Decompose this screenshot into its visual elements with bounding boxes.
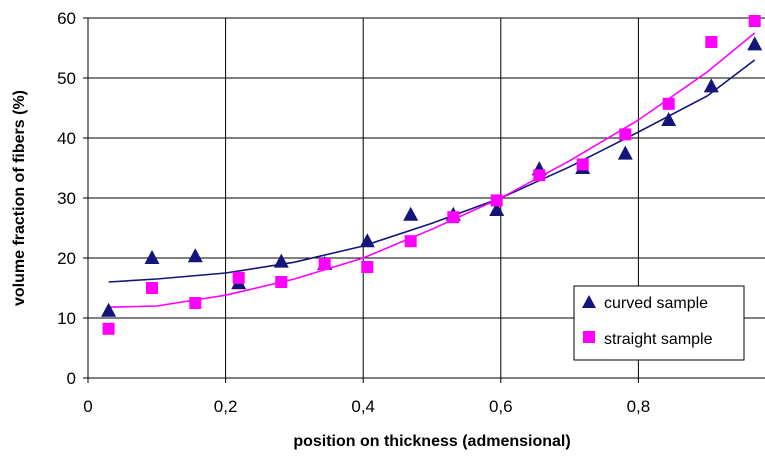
data-point-straight: [318, 258, 331, 270]
x-axis-title: position on thickness (admensional): [293, 433, 570, 450]
data-point-curved: [661, 112, 677, 126]
data-point-curved: [359, 233, 375, 248]
data-point-straight: [361, 261, 374, 273]
data-point-straight: [447, 211, 460, 224]
legend-label-straight: straight sample: [604, 331, 713, 348]
tick-labels: 0 10 20 30 40 50 60 0 0,2 0,4 0,6 0,8: [57, 9, 650, 416]
legend: curved sample straight sample: [573, 285, 745, 361]
data-point-curved: [403, 206, 419, 221]
grid: [83, 17, 765, 383]
data-point-curved: [747, 36, 763, 51]
data-point-straight: [146, 282, 158, 294]
data-point-curved: [101, 302, 117, 317]
data-point-straight: [404, 235, 417, 248]
y-tick-label: 10: [57, 309, 76, 328]
trend-lines: [108, 32, 756, 308]
data-point-curved: [273, 253, 289, 268]
data-point-straight: [275, 276, 288, 288]
legend-label-curved: curved sample: [604, 295, 708, 312]
x-tick-label: 0,4: [351, 397, 375, 416]
legend-box: [573, 285, 745, 361]
x-tick-label: 0,8: [627, 397, 651, 416]
x-tick-label: 0,2: [214, 397, 238, 416]
data-point-curved: [489, 202, 505, 216]
data-points: [101, 15, 763, 335]
data-point-curved: [144, 250, 160, 264]
data-point-straight: [576, 158, 589, 171]
data-point-straight: [662, 97, 675, 110]
y-axis-title: volume fraction of fibers (%): [11, 90, 28, 306]
data-point-straight: [189, 297, 202, 309]
data-point-curved: [703, 78, 719, 93]
data-point-straight: [619, 128, 632, 141]
trend-line-curved: [108, 59, 756, 283]
data-point-straight: [490, 194, 503, 207]
data-point-straight: [232, 271, 245, 284]
y-tick-label: 60: [57, 9, 76, 28]
legend-marker-curved: [582, 295, 596, 308]
trend-line-straight: [108, 32, 756, 308]
y-tick-label: 50: [57, 69, 76, 88]
y-tick-label: 0: [67, 369, 76, 388]
data-point-straight: [533, 169, 546, 182]
y-tick-label: 20: [57, 249, 76, 268]
data-point-straight: [102, 322, 115, 335]
data-point-curved: [617, 145, 633, 160]
x-tick-label: 0: [83, 397, 92, 416]
data-point-straight: [748, 15, 761, 27]
y-tick-label: 30: [57, 189, 76, 208]
x-tick-label: 0,6: [489, 397, 513, 416]
data-point-curved: [187, 248, 203, 263]
data-point-straight: [705, 36, 718, 48]
y-tick-label: 40: [57, 129, 76, 148]
legend-marker-straight: [583, 331, 595, 343]
